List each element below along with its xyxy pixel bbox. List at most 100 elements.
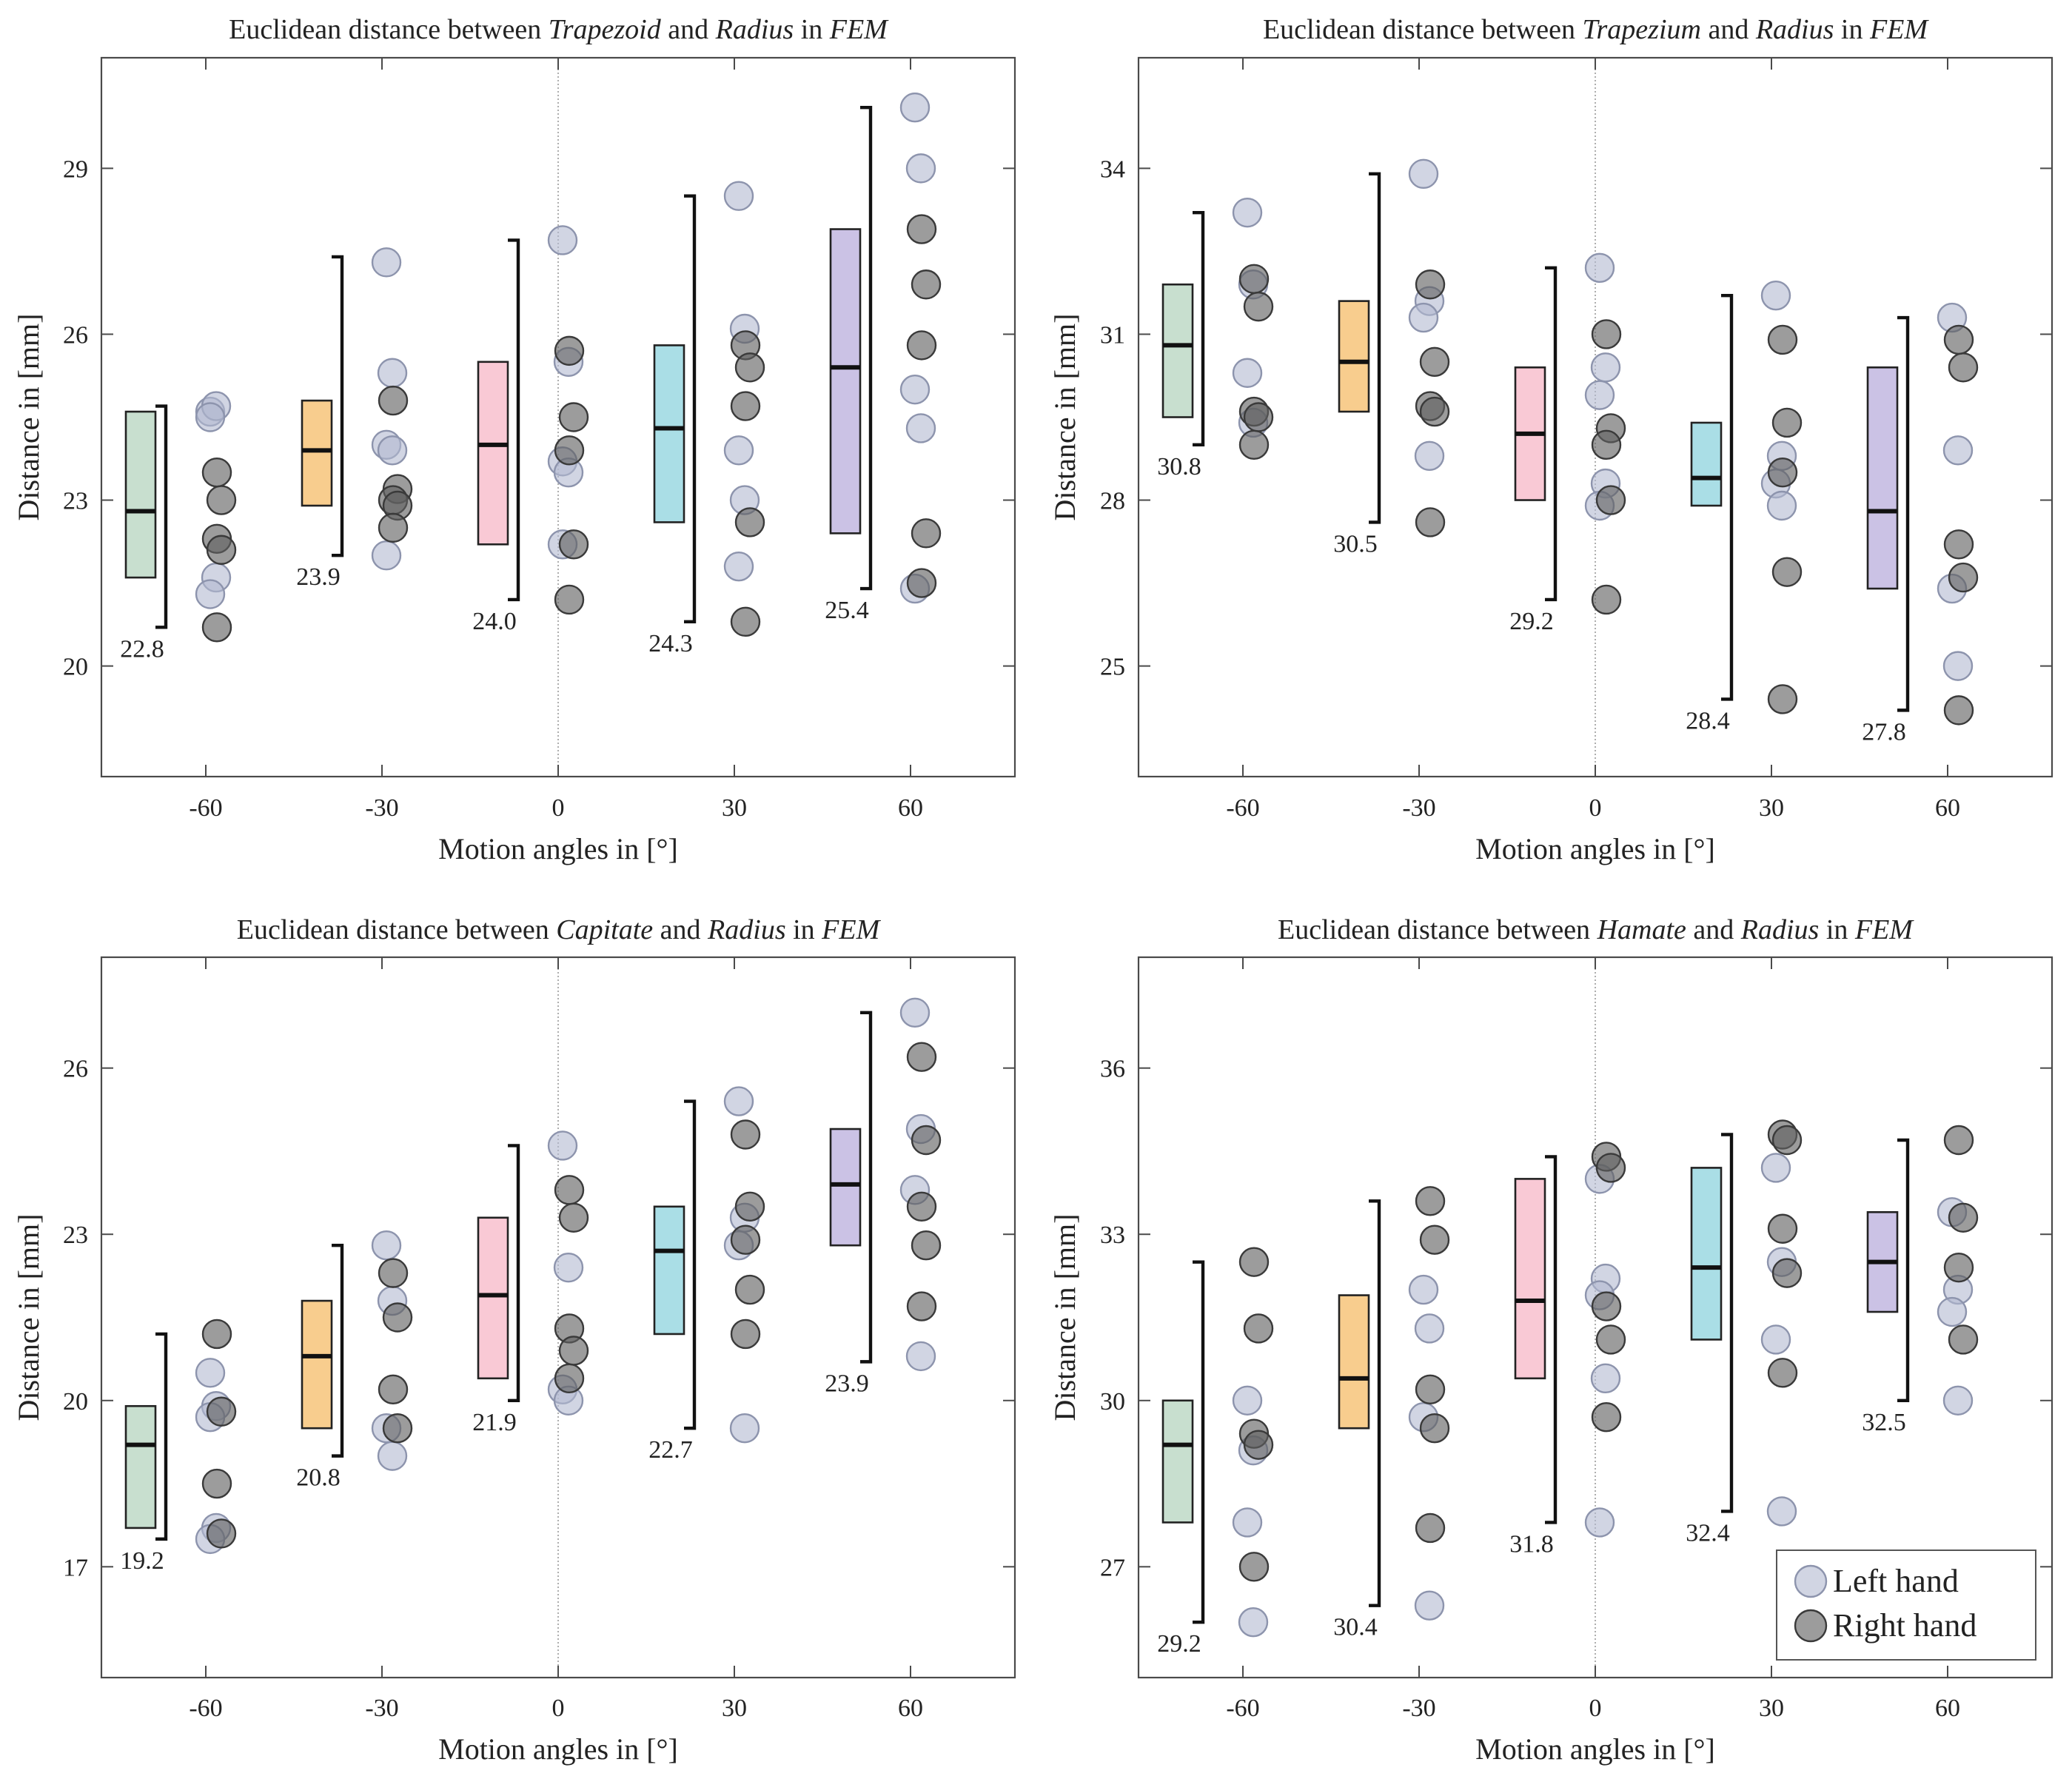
right-hand-point: [206, 485, 237, 515]
right-hand-point: [382, 1413, 413, 1444]
right-hand-point: [734, 1191, 765, 1222]
right-hand-point: [1419, 396, 1450, 427]
left-hand-point: [1760, 280, 1791, 311]
chart-title: Euclidean distance between Trapezium and…: [1263, 14, 1929, 45]
left-hand-point: [1414, 440, 1445, 471]
iqr-box: [653, 344, 685, 523]
x-tick-label: -30: [365, 1695, 398, 1722]
right-hand-point: [1243, 1313, 1274, 1344]
right-hand-point: [1767, 457, 1798, 488]
x-tick-label: 60: [1935, 794, 1960, 822]
right-hand-point: [554, 1175, 585, 1205]
right-hand-point: [1771, 1258, 1803, 1288]
right-hand-point: [1415, 269, 1446, 300]
chart-title: Euclidean distance between Capitate and …: [237, 914, 882, 945]
left-hand-point: [1760, 1324, 1791, 1355]
y-tick-label: 23: [63, 1222, 88, 1249]
left-hand-point: [723, 181, 754, 211]
right-hand-point: [734, 352, 765, 383]
chart-title: Euclidean distance between Hamate and Ra…: [1278, 914, 1914, 945]
right-hand-point: [1591, 429, 1622, 460]
right-hand-point: [206, 1518, 237, 1549]
iqr-box: [477, 1216, 509, 1380]
x-tick-label: 30: [722, 794, 747, 822]
right-hand-point: [1415, 1512, 1446, 1544]
right-hand-point: [1948, 562, 1979, 593]
left-hand-point: [899, 93, 931, 123]
median-value-label: 24.3: [648, 630, 693, 657]
whisker-bracket: [155, 1332, 168, 1541]
x-tick-label: 60: [1935, 1695, 1960, 1722]
right-hand-point: [378, 1374, 409, 1405]
iqr-box: [1690, 421, 1723, 507]
right-hand-point: [906, 1042, 937, 1072]
left-hand-point: [1408, 302, 1439, 333]
left-hand-point: [547, 225, 578, 255]
left-hand-point: [899, 374, 931, 405]
left-hand-point: [1584, 380, 1615, 410]
whisker-bracket: [332, 255, 344, 557]
x-tick-label: 0: [552, 794, 565, 822]
whisker-bracket: [1193, 1260, 1205, 1624]
right-hand-point: [1415, 1186, 1446, 1216]
right-hand-point: [730, 1319, 761, 1350]
y-tick-label: 33: [1100, 1222, 1125, 1249]
iqr-box: [1338, 1294, 1370, 1430]
right-hand-point: [1948, 352, 1979, 383]
x-tick-label: -30: [365, 794, 398, 822]
y-tick-label: 26: [63, 321, 88, 349]
right-hand-point: [730, 391, 761, 421]
left-hand-point: [377, 435, 408, 466]
left-hand-point: [905, 1341, 936, 1372]
right-hand-point: [1415, 1374, 1446, 1405]
left-hand-point: [553, 1252, 584, 1283]
right-hand-point: [206, 1396, 237, 1427]
x-tick-label: -60: [189, 1695, 222, 1722]
median-value-label: 25.4: [825, 597, 869, 624]
median-value-label: 29.2: [1509, 608, 1554, 635]
left-hand-point: [195, 402, 226, 432]
legend-right-hand-icon: [1794, 1609, 1828, 1643]
whisker-bracket: [1721, 1133, 1734, 1513]
left-hand-point: [1584, 1507, 1615, 1538]
right-hand-point: [554, 335, 585, 366]
right-hand-point: [1591, 1291, 1622, 1321]
median-value-label: 30.5: [1333, 530, 1378, 557]
right-hand-point: [1243, 291, 1274, 322]
median-value-label: 28.4: [1686, 707, 1730, 734]
right-hand-point: [554, 584, 585, 615]
whisker-bracket: [684, 194, 697, 624]
whisker-bracket: [1369, 172, 1381, 524]
chart-panel-2: Euclidean distance between Trapezium and…: [1048, 14, 2053, 865]
left-hand-point: [723, 1086, 754, 1116]
right-hand-point: [1419, 346, 1450, 378]
right-hand-point: [911, 518, 942, 549]
whisker-bracket: [508, 238, 520, 602]
iqr-box: [829, 1128, 862, 1247]
left-hand-point: [371, 247, 402, 278]
y-tick-label: 36: [1100, 1056, 1125, 1083]
legend: Left hand Right hand: [1776, 1549, 2036, 1661]
right-hand-point: [1591, 584, 1622, 615]
x-axis-label: Motion angles in [°]: [1475, 832, 1715, 865]
right-hand-point: [206, 535, 237, 565]
whisker-bracket: [860, 106, 873, 591]
left-hand-point: [1766, 1496, 1797, 1527]
left-hand-point: [1232, 358, 1263, 388]
left-hand-point: [1760, 1153, 1791, 1183]
x-axis-label: Motion angles in [°]: [1475, 1732, 1715, 1766]
left-hand-point: [1766, 490, 1797, 521]
iqr-box: [1514, 1178, 1546, 1380]
left-hand-point: [1937, 1296, 1968, 1327]
right-hand-point: [1767, 1213, 1798, 1244]
right-hand-point: [734, 1274, 765, 1305]
iqr-box: [653, 1205, 685, 1336]
x-tick-label: 30: [722, 1695, 747, 1722]
median-value-label: 24.0: [472, 608, 517, 635]
whisker-bracket: [684, 1099, 697, 1430]
y-tick-label: 30: [1100, 1388, 1125, 1416]
right-hand-point: [1771, 557, 1803, 587]
whisker-bracket: [1545, 1155, 1558, 1524]
right-hand-point: [1943, 324, 1974, 355]
left-hand-point: [729, 1413, 760, 1444]
